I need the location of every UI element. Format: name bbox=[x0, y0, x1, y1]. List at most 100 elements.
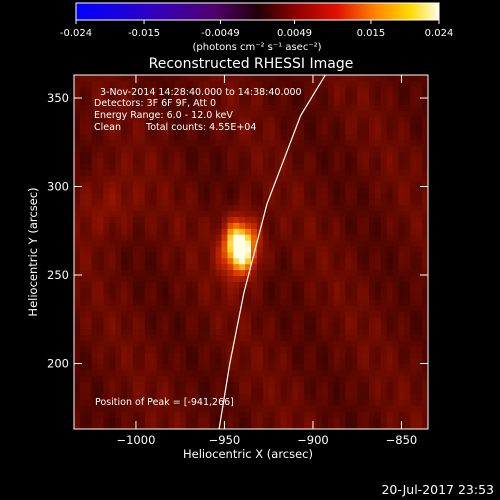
heatmap-cell bbox=[192, 86, 199, 94]
heatmap-cell bbox=[304, 311, 311, 318]
heatmap-cell bbox=[203, 116, 211, 123]
heatmap-cell bbox=[97, 340, 104, 347]
heatmap-cell bbox=[374, 316, 382, 324]
heatmap-cell bbox=[109, 222, 116, 229]
heatmap-cell bbox=[162, 210, 169, 217]
heatmap-cell bbox=[103, 364, 110, 371]
heatmap-cell bbox=[327, 364, 334, 371]
heatmap-cell bbox=[203, 128, 211, 135]
heatmap-cell bbox=[386, 181, 393, 188]
heatmap-cell bbox=[138, 263, 146, 271]
heatmap-cell bbox=[357, 316, 364, 324]
heatmap-cell bbox=[174, 257, 181, 265]
heatmap-cell bbox=[221, 352, 228, 359]
heatmap-cell bbox=[168, 240, 175, 247]
heatmap-cell bbox=[256, 293, 264, 300]
heatmap-cell bbox=[209, 175, 216, 182]
heatmap-cell bbox=[315, 387, 323, 394]
heatmap-cell bbox=[168, 334, 175, 341]
heatmap-cell bbox=[91, 311, 98, 318]
heatmap-cell bbox=[310, 139, 317, 147]
heatmap-cell bbox=[186, 175, 193, 182]
heatmap-cell bbox=[422, 92, 428, 99]
heatmap-cell bbox=[292, 287, 299, 294]
heatmap-cell bbox=[380, 134, 388, 141]
heatmap-cell bbox=[85, 257, 93, 265]
heatmap-cell bbox=[168, 269, 175, 276]
heatmap-cell bbox=[321, 381, 329, 389]
heatmap-cell bbox=[138, 216, 146, 223]
heatmap-cell bbox=[127, 104, 134, 111]
heatmap-cell bbox=[127, 116, 134, 123]
heatmap-cell bbox=[310, 346, 317, 353]
heatmap-cell bbox=[380, 305, 388, 312]
heatmap-cell bbox=[339, 128, 346, 135]
heatmap-cell bbox=[121, 228, 128, 235]
heatmap-cell bbox=[209, 216, 216, 223]
heatmap-cell bbox=[351, 305, 358, 312]
heatmap-cell bbox=[339, 210, 346, 217]
heatmap-cell bbox=[251, 204, 258, 212]
heatmap-cell bbox=[85, 80, 93, 88]
heatmap-cell bbox=[138, 340, 146, 347]
heatmap-cell bbox=[186, 198, 193, 206]
heatmap-cell bbox=[156, 169, 163, 176]
heatmap-cell bbox=[79, 175, 87, 182]
heatmap-cell bbox=[386, 151, 393, 158]
heatmap-cell bbox=[162, 393, 169, 400]
heatmap-cell bbox=[357, 104, 364, 111]
heatmap-cell bbox=[386, 393, 393, 400]
heatmap-cell bbox=[274, 246, 281, 253]
heatmap-cell bbox=[304, 151, 311, 158]
heatmap-cell bbox=[91, 322, 98, 330]
heatmap-cell bbox=[79, 163, 87, 170]
heatmap-cell bbox=[156, 263, 163, 271]
heatmap-cell bbox=[351, 98, 358, 105]
heatmap-cell bbox=[357, 305, 364, 312]
heatmap-cell bbox=[339, 198, 346, 206]
heatmap-cell bbox=[256, 263, 264, 271]
heatmap-cell bbox=[115, 116, 122, 123]
heatmap-cell bbox=[192, 305, 199, 312]
heatmap-cell bbox=[251, 399, 258, 406]
heatmap-cell bbox=[398, 328, 405, 335]
heatmap-cell bbox=[398, 198, 405, 206]
heatmap-cell bbox=[162, 139, 169, 147]
heatmap-cell bbox=[315, 80, 323, 88]
heatmap-cell bbox=[315, 358, 323, 365]
heatmap-cell bbox=[138, 228, 146, 235]
heatmap-cell bbox=[186, 375, 193, 383]
heatmap-cell bbox=[245, 163, 252, 170]
heatmap-cell bbox=[233, 257, 240, 265]
heatmap-cell bbox=[180, 387, 187, 394]
heatmap-cell bbox=[380, 352, 388, 359]
heatmap-cell bbox=[133, 163, 140, 170]
heatmap-cell bbox=[310, 322, 317, 330]
heatmap-cell bbox=[256, 375, 264, 383]
heatmap-cell bbox=[416, 269, 423, 276]
heatmap-cell bbox=[327, 92, 334, 99]
heatmap-cell bbox=[85, 381, 93, 389]
heatmap-cell bbox=[245, 346, 252, 353]
heatmap-cell bbox=[292, 75, 299, 82]
heatmap-cell bbox=[363, 275, 370, 282]
heatmap-cell bbox=[392, 340, 399, 347]
heatmap-cell bbox=[97, 423, 104, 429]
heatmap-cell bbox=[115, 228, 122, 235]
heatmap-cell bbox=[392, 92, 399, 99]
heatmap-cell bbox=[74, 328, 81, 335]
heatmap-cell bbox=[180, 370, 187, 377]
heatmap-cell bbox=[351, 181, 358, 188]
heatmap-cell bbox=[103, 293, 110, 300]
heatmap-cell bbox=[138, 92, 146, 99]
heatmap-cell bbox=[315, 334, 323, 341]
heatmap-cell bbox=[374, 210, 382, 217]
heatmap-cell bbox=[416, 228, 423, 235]
heatmap-cell bbox=[85, 417, 93, 424]
heatmap-cell bbox=[215, 204, 222, 212]
heatmap-cell bbox=[209, 122, 216, 129]
heatmap-cell bbox=[115, 187, 122, 194]
heatmap-cell bbox=[286, 151, 293, 158]
heatmap-cell bbox=[333, 175, 340, 182]
heatmap-cell bbox=[186, 98, 193, 105]
